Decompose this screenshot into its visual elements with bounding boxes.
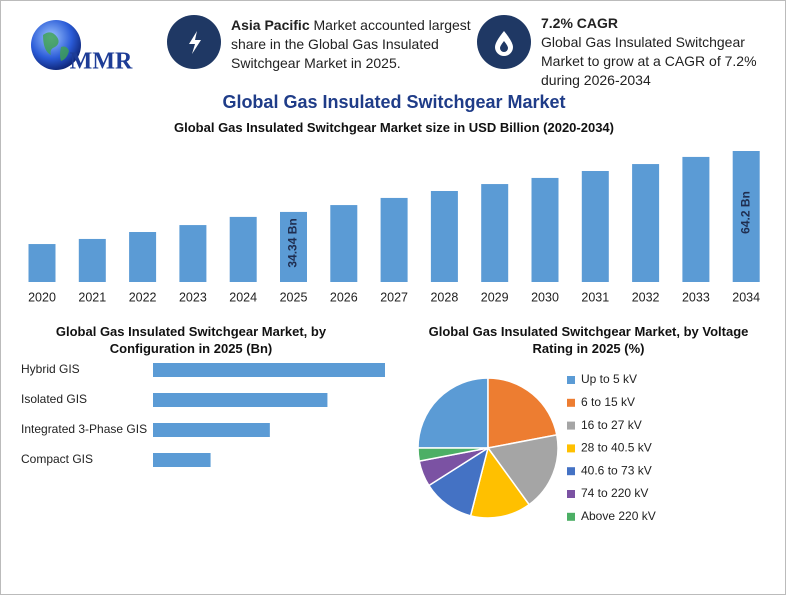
pie-slice — [486, 434, 559, 506]
legend-swatch — [567, 467, 575, 476]
x-tick-label: 2028 — [430, 290, 458, 304]
x-tick-label: 2031 — [581, 290, 609, 304]
chart-title: Global Gas Insulated Switchgear Market s… — [174, 120, 614, 135]
bar — [229, 216, 257, 282]
legend-swatch — [567, 376, 575, 384]
drop-icon-inner — [500, 41, 508, 52]
x-tick-label: 2030 — [531, 290, 559, 304]
legend-label: 40.6 to 73 kV — [581, 463, 652, 477]
x-tick-label: 2025 — [280, 290, 308, 304]
bar — [153, 393, 328, 407]
bolt-icon — [189, 31, 201, 54]
y-tick-label: Compact GIS — [21, 452, 93, 466]
bar — [330, 205, 358, 282]
x-tick-label: 2029 — [481, 290, 509, 304]
bar — [153, 453, 211, 467]
pie-slice — [417, 447, 489, 462]
bar — [153, 363, 385, 377]
legend-label: 74 to 220 kV — [581, 486, 648, 500]
highlight: Asia Pacific Market accounted largest sh… — [231, 17, 471, 71]
legend-label: Above 220 kV — [581, 509, 656, 523]
bar — [153, 423, 270, 437]
legend-swatch — [567, 512, 575, 521]
y-tick-label: Hybrid GIS — [21, 362, 80, 376]
logo-text: MMR — [70, 49, 133, 75]
legend-swatch — [567, 444, 575, 453]
legend-swatch — [567, 490, 575, 498]
bar — [531, 177, 559, 282]
x-tick-label: 2026 — [330, 290, 358, 304]
x-tick-label: 2027 — [380, 290, 408, 304]
legend-label: 6 to 15 kV — [581, 395, 635, 409]
x-tick-label: 2022 — [129, 290, 157, 304]
bar — [581, 170, 609, 282]
pie-slice — [487, 377, 558, 449]
highlight: 7.2% CAGR Global Gas Insulated Switchgear… — [541, 15, 757, 88]
bar — [481, 184, 509, 282]
chart-title: Global Gas Insulated Switchgear Market, … — [428, 324, 749, 356]
legend-swatch — [567, 398, 575, 407]
chart-title: Global Gas Insulated Switchgear Market, … — [55, 324, 327, 356]
value-label: 34.34 Bn — [286, 218, 300, 267]
bar — [78, 238, 106, 282]
x-tick-label: 2020 — [28, 290, 56, 304]
x-tick-label: 2033 — [682, 290, 710, 304]
bar — [632, 164, 660, 282]
bar — [430, 190, 458, 282]
bar — [682, 156, 710, 282]
y-tick-label: Integrated 3-Phase GIS — [21, 422, 147, 436]
y-tick-label: Isolated GIS — [21, 392, 87, 406]
bar — [129, 232, 157, 282]
bar — [28, 244, 56, 282]
legend-label: 16 to 27 kV — [581, 418, 642, 432]
legend-label: Up to 5 kV — [581, 372, 637, 386]
legend-label: 28 to 40.5 kV — [581, 441, 652, 455]
pie-slice — [417, 377, 489, 449]
pie-slice — [469, 446, 531, 519]
x-tick-label: 2021 — [78, 290, 106, 304]
x-tick-label: 2024 — [229, 290, 257, 304]
x-tick-label: 2034 — [732, 290, 760, 304]
bar — [732, 151, 760, 282]
bar — [280, 211, 307, 282]
page-title: Global Gas Insulated Switchgear Market — [222, 92, 566, 112]
bar — [380, 197, 408, 282]
x-tick-label: 2032 — [632, 290, 660, 304]
x-tick-label: 2023 — [179, 290, 207, 304]
legend-swatch — [567, 421, 575, 430]
bar — [179, 225, 207, 282]
logo-land — [43, 32, 69, 61]
value-label: 64.2 Bn — [738, 191, 752, 234]
